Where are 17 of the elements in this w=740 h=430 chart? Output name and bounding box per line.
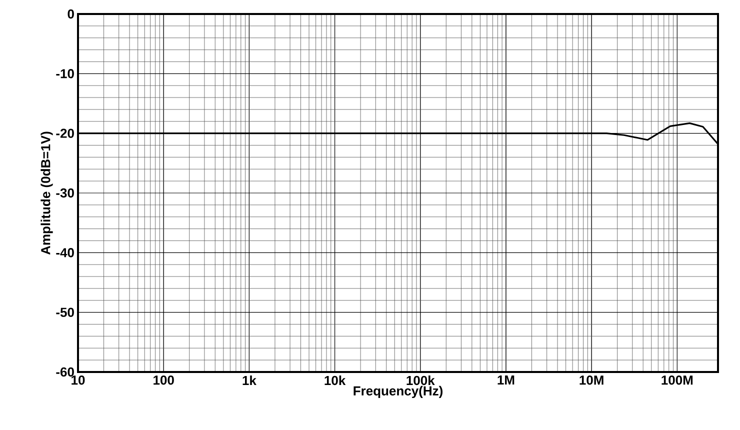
x-tick-label: 100M [662, 376, 693, 385]
y-tick-label: -40 [56, 248, 74, 258]
x-axis-title: Frequency(Hz) [354, 386, 442, 398]
x-tick-label: 10k [324, 376, 346, 386]
y-tick-label: -10 [56, 69, 74, 78]
x-tick-label: 1k [242, 376, 256, 385]
x-tick-label: 10 [72, 376, 85, 385]
x-tick-label: 100k [406, 376, 435, 386]
y-axis-title: Amplitude (0dB=1V) [40, 132, 53, 255]
x-tick-label: 100 [154, 376, 174, 385]
x-tick-label: 10M [580, 376, 604, 385]
y-tick-label: -50 [56, 308, 74, 317]
y-tick-label: 0 [68, 9, 74, 19]
y-tick-label: -60 [56, 367, 74, 377]
y-tick-label: -20 [56, 128, 74, 138]
y-tick-label: -30 [56, 188, 74, 198]
x-tick-label: 1M [498, 376, 514, 384]
